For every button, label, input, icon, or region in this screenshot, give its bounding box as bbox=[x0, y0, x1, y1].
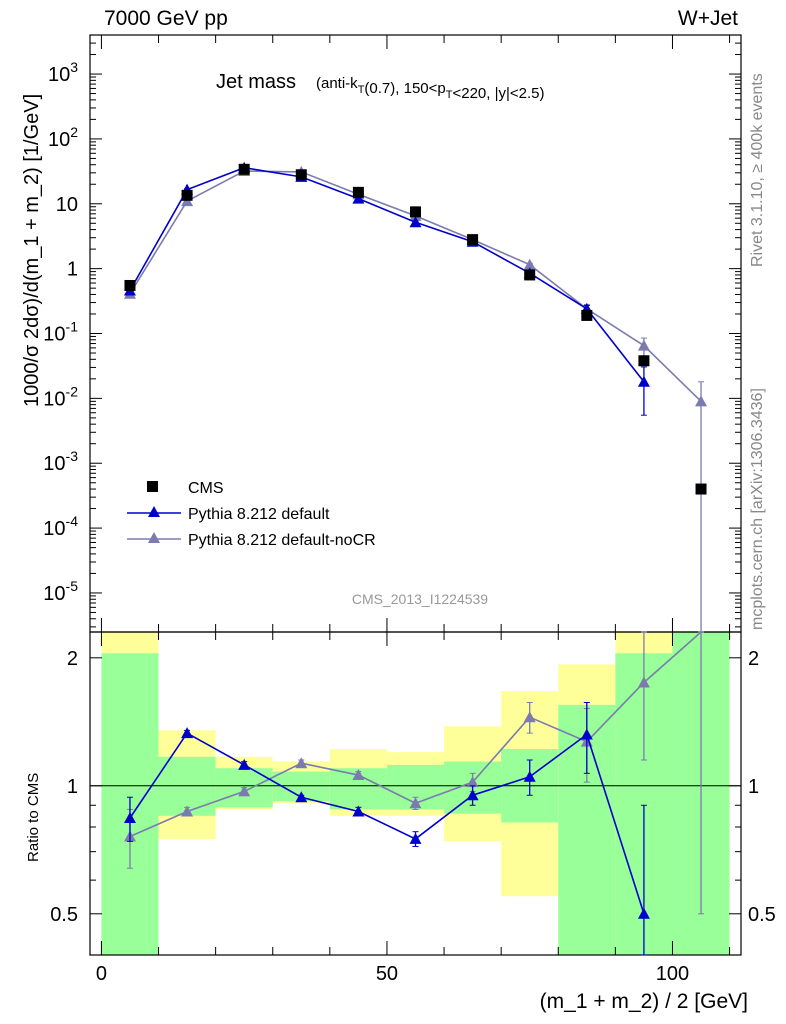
cms-point bbox=[524, 269, 536, 281]
legend-label-cms: CMS bbox=[188, 480, 224, 497]
legend: CMS Pythia 8.212 default Pythia 8.212 de… bbox=[127, 480, 376, 549]
legend-marker-default bbox=[148, 506, 160, 517]
legend-label-default: Pythia 8.212 default bbox=[188, 506, 330, 523]
y-tick-label: 102 bbox=[48, 124, 78, 151]
nocr-point bbox=[523, 258, 536, 270]
ratio-default-point bbox=[295, 791, 308, 803]
ratio-frame bbox=[89, 631, 742, 956]
y-tick-label: 10 bbox=[56, 194, 78, 216]
y-tick-label-base: 10 bbox=[43, 453, 65, 475]
y-tick-label-base: 10 bbox=[43, 583, 65, 605]
y-tick-label: 10-4 bbox=[43, 513, 78, 540]
y-tick-label-base: 10 bbox=[48, 129, 70, 151]
y-tick-label-exp: -4 bbox=[66, 513, 79, 529]
y-tick-label-exp: 3 bbox=[70, 59, 78, 75]
x-tick-label: 100 bbox=[656, 963, 689, 985]
ratio-default-point bbox=[352, 805, 365, 817]
y-tick-label-base: 10 bbox=[43, 324, 65, 346]
y-tick-label: 103 bbox=[48, 59, 78, 86]
cms-point bbox=[467, 234, 479, 246]
ratio-nocr-point bbox=[181, 805, 194, 817]
nocr-point bbox=[695, 395, 708, 407]
ratio-default-point bbox=[580, 728, 593, 740]
rivet-label: Rivet 3.1.10, ≥ 400k events bbox=[749, 73, 766, 267]
ratio-nocr-point bbox=[637, 676, 650, 688]
ratio-default-point bbox=[181, 727, 194, 739]
y-tick-label-base: 10 bbox=[43, 388, 65, 410]
default-point bbox=[637, 375, 650, 387]
cms-point bbox=[695, 483, 707, 495]
ratio-nocr-point bbox=[295, 757, 308, 769]
subtitle-subscript: T bbox=[358, 84, 365, 96]
legend-marker-nocr bbox=[148, 532, 160, 543]
ratio-default-point bbox=[123, 811, 136, 823]
x-tick-label: 50 bbox=[376, 963, 398, 985]
plot-subtitle: (anti-kT(0.7), 150<pT<220, |y|<2.5) bbox=[316, 75, 545, 102]
ratio-y-tick-label: 0.5 bbox=[50, 904, 78, 926]
ratio-nocr-point bbox=[352, 769, 365, 781]
y-tick-label-exp: -1 bbox=[66, 319, 79, 335]
default-point bbox=[352, 192, 365, 204]
y-tick-label-exp: -5 bbox=[66, 578, 79, 594]
ratio-nocr-point bbox=[409, 797, 422, 809]
subtitle-subscript: T bbox=[446, 89, 453, 101]
plot-title: Jet mass bbox=[216, 71, 296, 93]
cms-point bbox=[638, 355, 650, 367]
y-tick-label: 10-5 bbox=[43, 578, 78, 605]
ratio-y-tick-label-right: 2 bbox=[748, 648, 759, 670]
y-tick-label-exp: -3 bbox=[66, 448, 79, 464]
plot-title-main: Jet mass bbox=[216, 71, 296, 93]
ratio-default-point bbox=[637, 907, 650, 919]
cms-point bbox=[124, 279, 136, 291]
ratio-nocr-point bbox=[523, 711, 536, 723]
nocr-line bbox=[129, 170, 702, 402]
process-label: W+Jet bbox=[678, 7, 738, 30]
y-tick-label: 10-3 bbox=[43, 448, 78, 475]
ratio-y-tick-label: 2 bbox=[67, 648, 78, 670]
ratio-default-point bbox=[523, 770, 536, 782]
ratio-nocr-point bbox=[466, 776, 479, 788]
uncertainty-bands bbox=[101, 632, 730, 955]
ratio-default-point bbox=[466, 789, 479, 801]
cms-point bbox=[181, 189, 193, 201]
ratio-y-tick-label-right: 0.5 bbox=[748, 904, 776, 926]
y-tick-label-exp: -2 bbox=[66, 383, 79, 399]
x-tick-label: 0 bbox=[96, 963, 107, 985]
default-line bbox=[129, 166, 645, 383]
y-tick-label-base: 10 bbox=[43, 518, 65, 540]
data-series bbox=[123, 161, 708, 956]
nocr-point bbox=[637, 339, 650, 351]
ratio-default-point bbox=[409, 832, 422, 844]
y-axis-label-top: 1000/σ 2dσ)/d(m_1 + m_2) [1/GeV] bbox=[21, 94, 43, 407]
subtitle-text: (0.7), 150<p bbox=[364, 80, 445, 97]
ratio-default-point bbox=[238, 758, 251, 770]
y-axis-label-bottom: Ratio to CMS bbox=[25, 773, 42, 862]
y-tick-label-base: 10 bbox=[48, 64, 70, 86]
energy-label: 7000 GeV pp bbox=[104, 7, 228, 30]
mcplots-label: mcplots.cern.ch [arXiv:1306.3436] bbox=[749, 388, 766, 630]
ratio-nocr-point bbox=[238, 785, 251, 797]
cms-point bbox=[295, 169, 307, 181]
subtitle-text: (anti-k bbox=[316, 75, 358, 92]
ratio-default-line bbox=[129, 732, 645, 915]
y-tick-label: 10-1 bbox=[43, 319, 78, 346]
cms-point bbox=[352, 186, 364, 198]
cms-point bbox=[410, 206, 421, 218]
x-axis-label: (m_1 + m_2) / 2 [GeV] bbox=[540, 990, 748, 1013]
cms-point bbox=[581, 309, 593, 321]
default-point bbox=[409, 216, 422, 228]
legend-label-nocr: Pythia 8.212 default-noCR bbox=[188, 532, 376, 549]
y-tick-label: 10-2 bbox=[43, 383, 78, 410]
subtitle-text: <220, |y|<2.5) bbox=[452, 85, 544, 102]
y-tick-label: 1 bbox=[67, 259, 78, 281]
legend-marker-cms bbox=[147, 481, 158, 492]
ratio-y-tick-label: 1 bbox=[67, 776, 78, 798]
y-tick-label-exp: 2 bbox=[70, 124, 78, 140]
analysis-watermark: CMS_2013_I1224539 bbox=[352, 591, 488, 607]
cms-point bbox=[238, 163, 250, 175]
ratio-y-tick-label-right: 1 bbox=[748, 776, 759, 798]
